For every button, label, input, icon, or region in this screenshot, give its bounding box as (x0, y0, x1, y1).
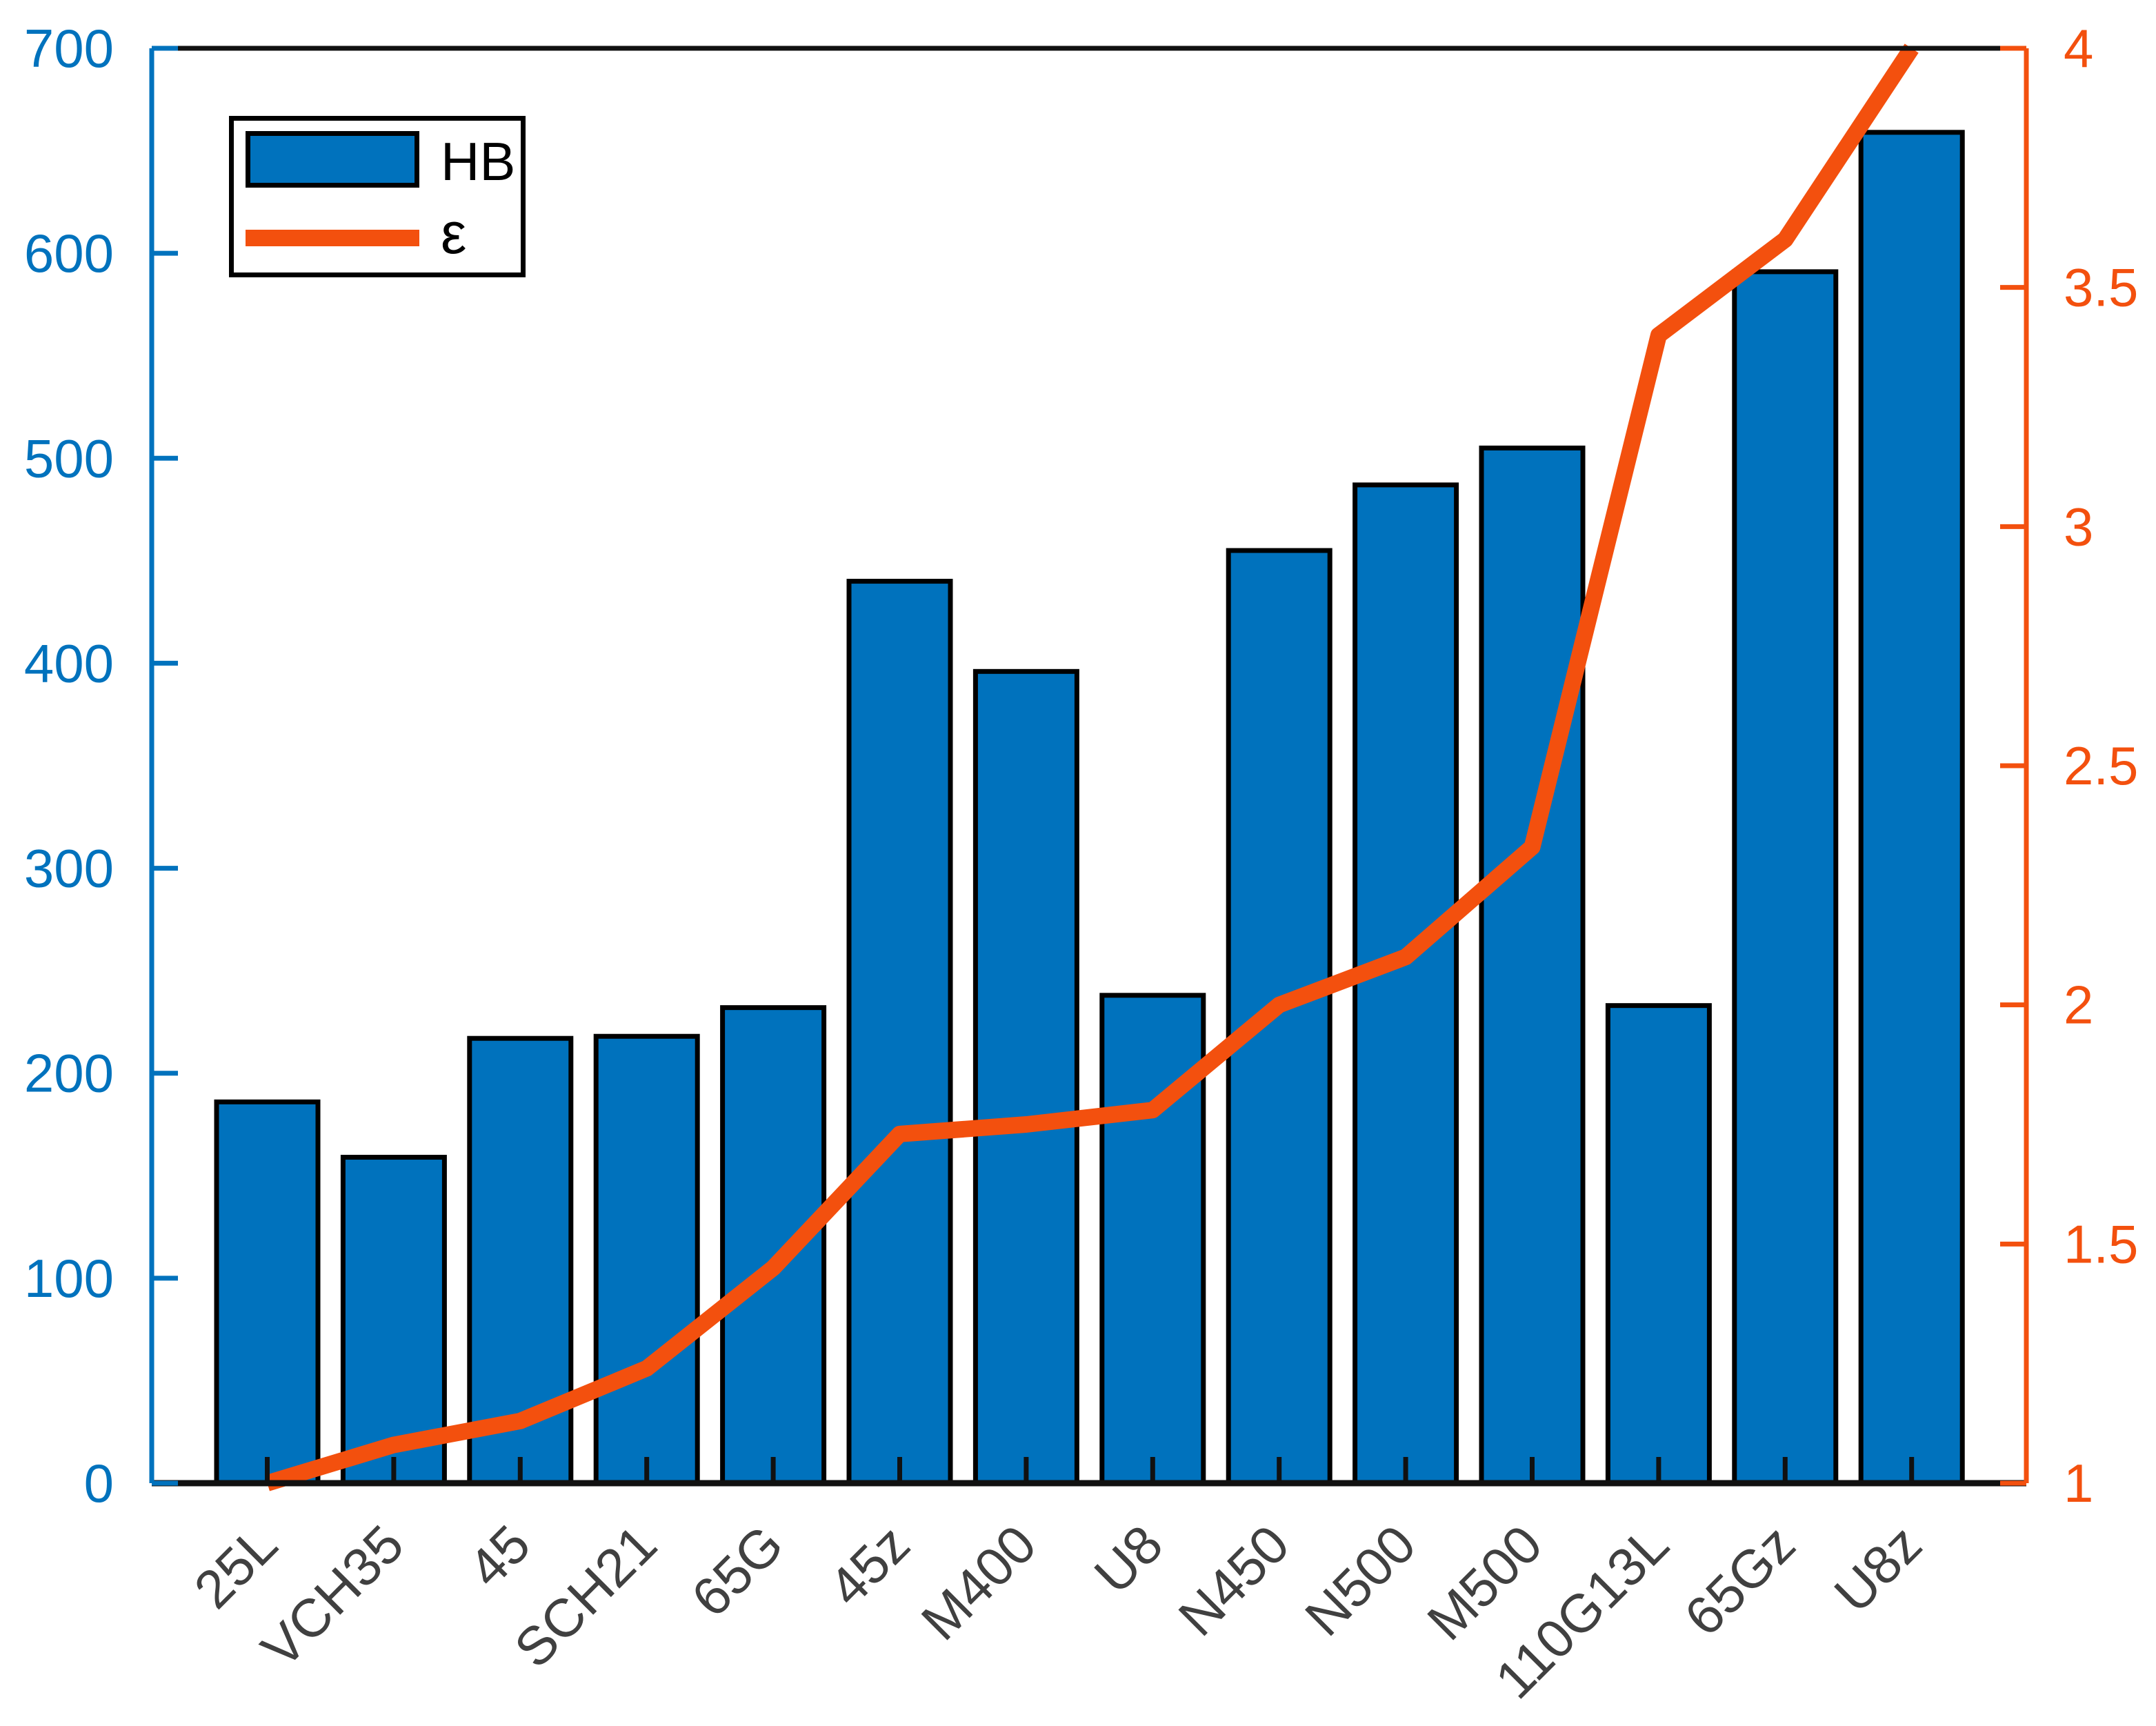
right-tick-label: 1.5 (2064, 1213, 2138, 1274)
x-tick-label: SCH21 (503, 1514, 668, 1679)
bar-SCH21 (593, 1033, 700, 1486)
left-tick-label: 200 (24, 1043, 114, 1104)
bar-M400 (972, 668, 1079, 1486)
x-tick-label: 45 (457, 1514, 542, 1599)
bar-25L (214, 1099, 321, 1486)
right-tick-label: 1 (2064, 1453, 2093, 1514)
right-tick-label: 3.5 (2064, 257, 2138, 318)
left-tick-label: 600 (24, 223, 114, 284)
bar-65Gz (1732, 269, 1839, 1486)
left-tick-label: 400 (24, 633, 114, 693)
x-tick-label: M400 (910, 1514, 1048, 1651)
x-tick-label: 25L (182, 1514, 288, 1620)
legend-label-hb: HB (441, 131, 516, 192)
x-tick-label: U8z (1822, 1514, 1933, 1624)
left-tick-label: 100 (24, 1248, 114, 1309)
x-tick-label: 65G (680, 1514, 795, 1628)
left-tick-label: 0 (84, 1453, 114, 1514)
x-tick-label: 65Gz (1673, 1514, 1806, 1647)
bar-VCH35 (340, 1155, 447, 1486)
epsilon-line-swatch (246, 230, 419, 246)
left-tick-label: 500 (24, 428, 114, 488)
bar-M500 (1479, 445, 1586, 1486)
bar-110G13L (1605, 1003, 1712, 1486)
left-tick-label: 700 (24, 18, 114, 79)
right-tick-label: 2.5 (2064, 735, 2138, 796)
bar-N500 (1353, 482, 1459, 1486)
right-tick-label: 3 (2064, 496, 2093, 557)
x-tick-label: VCH35 (250, 1514, 415, 1679)
legend-label-epsilon: ε (441, 201, 467, 266)
right-tick-label: 4 (2064, 18, 2093, 79)
left-tick-label: 300 (24, 838, 114, 899)
x-tick-label: 45z (817, 1514, 921, 1618)
x-tick-label: N500 (1293, 1514, 1427, 1647)
bar-U8z (1858, 130, 1965, 1486)
bar-N450 (1226, 548, 1332, 1486)
x-tick-label: U8 (1083, 1514, 1175, 1605)
x-tick-label: N450 (1167, 1514, 1301, 1647)
legend: HB ε (229, 116, 526, 277)
bar-U8 (1099, 993, 1206, 1486)
bar-45z (846, 579, 953, 1486)
epsilon-line (265, 43, 1919, 1491)
hb-bar-swatch (246, 131, 419, 188)
bar-65G (720, 1005, 827, 1486)
right-tick-label: 2 (2064, 975, 2093, 1035)
